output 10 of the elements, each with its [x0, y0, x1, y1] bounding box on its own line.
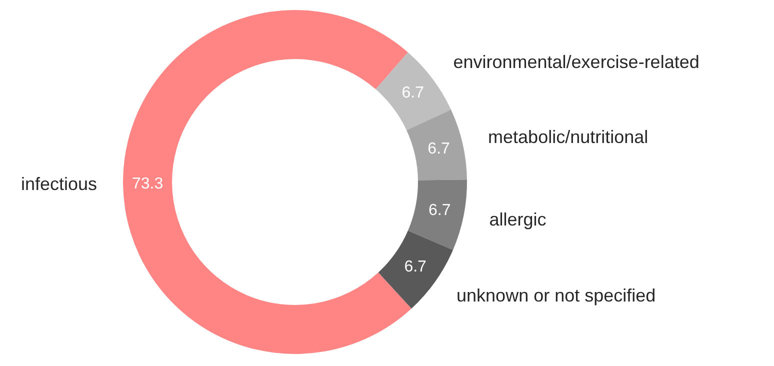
slice-label: environmental/exercise-related	[453, 52, 700, 72]
slice-label: unknown or not specified	[456, 285, 656, 306]
data-label: 6.7	[428, 202, 451, 220]
data-label: 6.7	[404, 258, 427, 276]
data-label: 6.7	[428, 140, 450, 158]
data-label: 6.7	[402, 84, 424, 102]
slice-label: allergic	[489, 210, 546, 230]
slice-label: metabolic/nutritional	[488, 126, 648, 147]
data-label: 73.3	[132, 175, 164, 192]
slice-label: infectious	[20, 174, 98, 194]
